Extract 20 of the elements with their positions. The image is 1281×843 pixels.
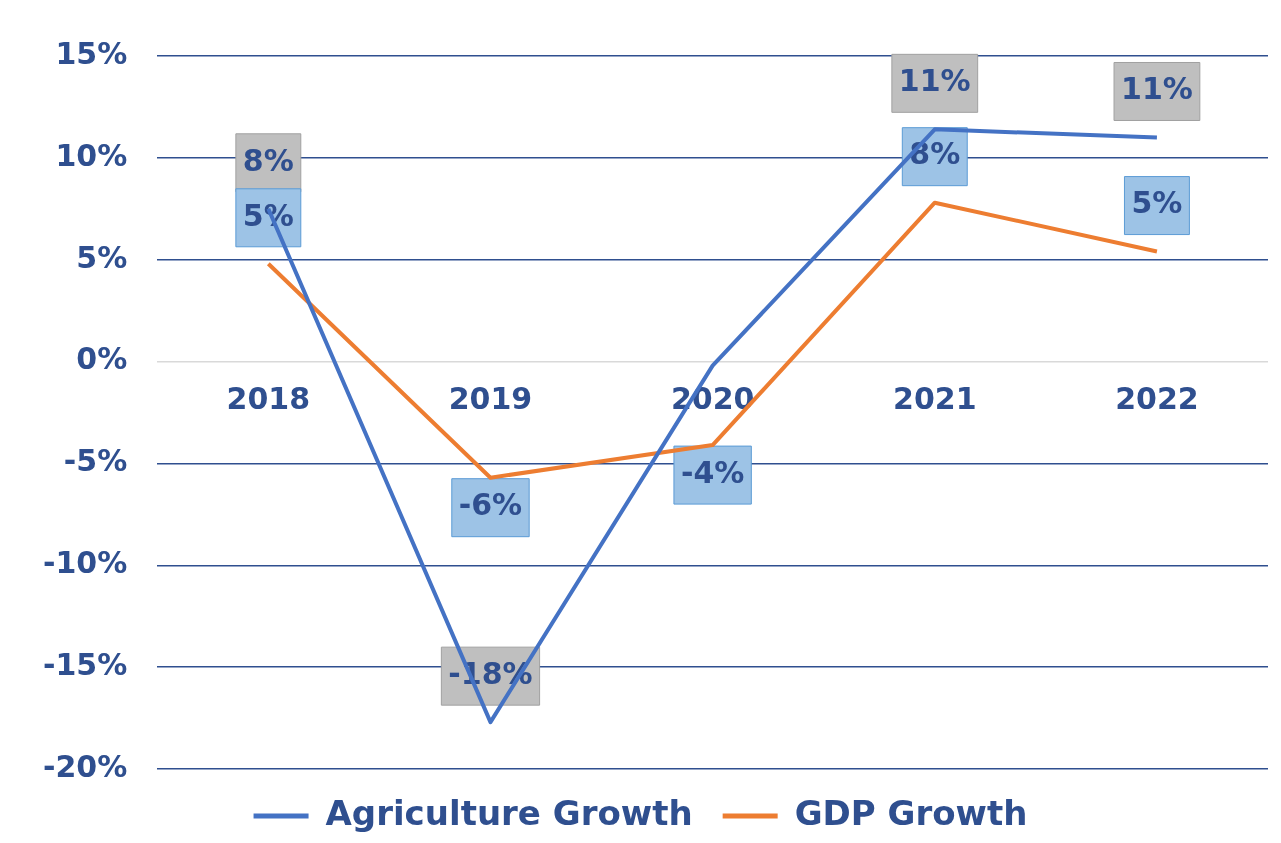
data-label: 11% bbox=[898, 63, 971, 99]
y-tick-label: -20% bbox=[42, 748, 128, 784]
data-label: 8% bbox=[242, 142, 294, 178]
y-tick-label: 10% bbox=[55, 137, 128, 173]
y-tick-label: -5% bbox=[63, 443, 128, 479]
y-tick-label: -15% bbox=[42, 646, 128, 682]
y-tick-label: 5% bbox=[76, 239, 128, 275]
x-tick-label: 2021 bbox=[893, 381, 977, 417]
y-tick-label: 15% bbox=[55, 35, 128, 71]
x-tick-label: 2019 bbox=[448, 381, 533, 417]
x-tick-label: 2022 bbox=[1115, 381, 1199, 417]
data-label: 11% bbox=[1121, 71, 1193, 107]
data-label: -6% bbox=[458, 487, 523, 523]
legend-label: Agriculture Growth bbox=[325, 792, 693, 833]
y-tick-label: -10% bbox=[42, 545, 128, 581]
x-tick-label: 2018 bbox=[226, 381, 311, 417]
y-tick-label: 0% bbox=[76, 341, 128, 377]
data-label: -4% bbox=[680, 454, 745, 490]
legend-label: GDP Growth bbox=[794, 792, 1028, 833]
data-label: 5% bbox=[1131, 185, 1183, 221]
